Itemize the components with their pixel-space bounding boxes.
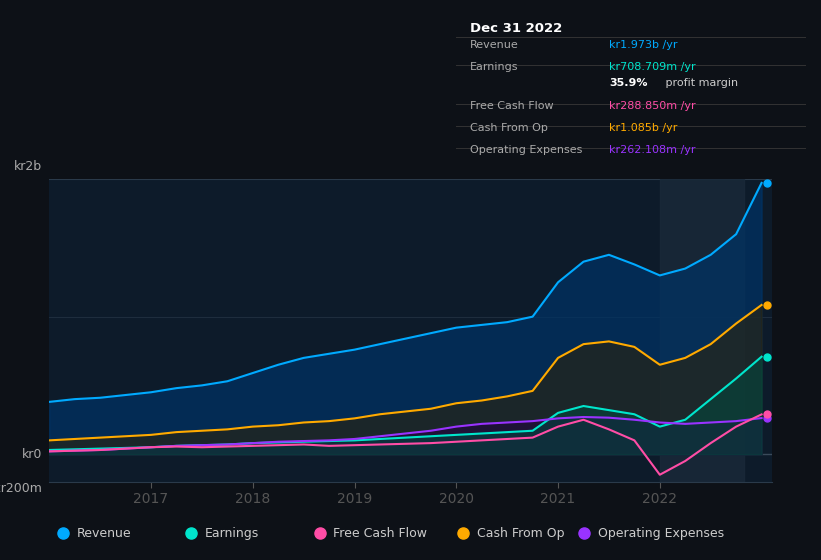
Text: kr262.108m /yr: kr262.108m /yr: [609, 145, 695, 155]
Text: Operating Expenses: Operating Expenses: [598, 527, 724, 540]
Text: kr1.973b /yr: kr1.973b /yr: [609, 40, 677, 50]
Text: kr0: kr0: [21, 447, 42, 461]
Text: Earnings: Earnings: [205, 527, 259, 540]
Bar: [660, 179, 745, 482]
Text: Revenue: Revenue: [470, 40, 518, 50]
Text: profit margin: profit margin: [662, 78, 737, 88]
Text: kr288.850m /yr: kr288.850m /yr: [609, 101, 696, 110]
Text: kr708.709m /yr: kr708.709m /yr: [609, 62, 696, 72]
Text: Free Cash Flow: Free Cash Flow: [333, 527, 428, 540]
Text: Free Cash Flow: Free Cash Flow: [470, 101, 553, 110]
Text: Cash From Op: Cash From Op: [470, 123, 548, 133]
Text: -kr200m: -kr200m: [0, 482, 42, 494]
Text: Earnings: Earnings: [470, 62, 518, 72]
Text: Operating Expenses: Operating Expenses: [470, 145, 582, 155]
Text: Revenue: Revenue: [76, 527, 131, 540]
Text: kr2b: kr2b: [14, 160, 42, 173]
Text: Cash From Op: Cash From Op: [477, 527, 565, 540]
Text: Dec 31 2022: Dec 31 2022: [470, 22, 562, 35]
Text: kr1.085b /yr: kr1.085b /yr: [609, 123, 677, 133]
Text: 35.9%: 35.9%: [609, 78, 648, 88]
